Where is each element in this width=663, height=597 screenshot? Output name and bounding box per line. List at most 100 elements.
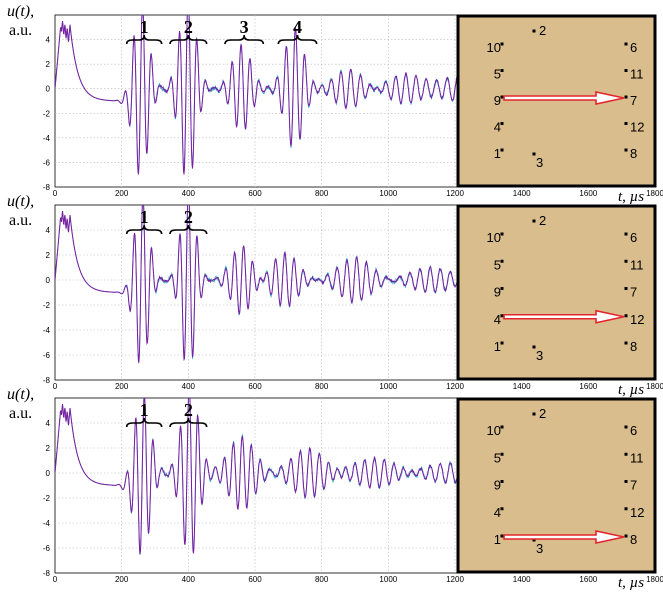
y-tick-label: 4 bbox=[46, 419, 51, 428]
sensor-label: 11 bbox=[630, 257, 644, 272]
y-tick-label: -4 bbox=[43, 326, 51, 335]
sensor-marker bbox=[624, 425, 628, 429]
sensor-marker bbox=[624, 69, 628, 72]
x-axis-label: t, µs bbox=[618, 575, 644, 591]
inset-background bbox=[456, 397, 657, 574]
x-tick-label: 1000 bbox=[379, 382, 397, 391]
sensor-label: 4 bbox=[494, 120, 501, 135]
y-tick-label: -6 bbox=[43, 351, 51, 360]
sensor-label: 1 bbox=[494, 532, 501, 547]
sensor-label: 10 bbox=[487, 423, 501, 438]
annotation-label: 2 bbox=[184, 207, 193, 227]
annotation-brace bbox=[169, 34, 208, 45]
sensor-label: 11 bbox=[630, 67, 644, 82]
annotation-brace bbox=[125, 224, 163, 235]
sensor-label: 11 bbox=[630, 450, 644, 465]
sensor-label: 10 bbox=[487, 40, 501, 55]
x-tick-label: 0 bbox=[53, 575, 58, 584]
x-tick-label: 800 bbox=[315, 189, 329, 198]
y-axis-unit: a.u. bbox=[9, 405, 32, 422]
sensor-label: 2 bbox=[539, 406, 546, 421]
annotation-brace bbox=[277, 34, 318, 45]
x-tick-label: 1800 bbox=[646, 382, 663, 391]
x-tick-label: 200 bbox=[115, 189, 129, 198]
annotation-label: 2 bbox=[184, 17, 193, 37]
sensor-marker bbox=[624, 122, 628, 125]
sensor-label: 7 bbox=[630, 285, 637, 300]
sensor-marker bbox=[500, 480, 504, 483]
signal-line-primary bbox=[55, 205, 499, 364]
sensor-marker bbox=[500, 287, 504, 290]
sensor-label: 3 bbox=[536, 155, 543, 170]
x-tick-label: 1200 bbox=[446, 382, 464, 391]
inset-background bbox=[456, 204, 657, 381]
x-tick-label: 1400 bbox=[513, 189, 531, 198]
sensor-inset: 2 10 5 9 4 1 3 6 11 7 12 8 bbox=[456, 397, 657, 574]
y-tick-label: -4 bbox=[43, 519, 51, 528]
sensor-marker bbox=[624, 148, 628, 152]
signal-lines bbox=[55, 205, 499, 364]
sensor-label: 7 bbox=[630, 93, 637, 108]
annotation-brace bbox=[125, 34, 163, 45]
x-tick-label: 1800 bbox=[646, 189, 663, 198]
sensor-marker bbox=[500, 341, 504, 345]
y-axis-unit: a.u. bbox=[9, 22, 32, 39]
sensor-marker bbox=[500, 122, 504, 125]
y-tick-label: 0 bbox=[46, 276, 51, 285]
x-tick-label: 1400 bbox=[513, 575, 531, 584]
x-tick-label: 200 bbox=[115, 382, 129, 391]
sensor-marker bbox=[624, 259, 628, 263]
sensor-label: 12 bbox=[630, 312, 644, 327]
sensor-marker bbox=[532, 538, 536, 542]
x-tick-label: 200 bbox=[115, 575, 129, 584]
sensor-label: 5 bbox=[494, 67, 501, 82]
sensor-marker bbox=[624, 232, 628, 236]
sensor-marker bbox=[500, 425, 504, 429]
sensor-marker bbox=[624, 452, 628, 456]
y-tick-label: -2 bbox=[43, 109, 51, 118]
x-tick-label: 1600 bbox=[579, 189, 597, 198]
inset-background bbox=[456, 14, 657, 188]
x-tick-label: 400 bbox=[182, 189, 196, 198]
sensor-label: 8 bbox=[630, 339, 637, 354]
y-tick-label: 2 bbox=[46, 60, 51, 69]
annotation-label: 4 bbox=[293, 17, 302, 37]
y-tick-label: 4 bbox=[46, 36, 51, 45]
sensor-label: 1 bbox=[494, 339, 501, 354]
y-tick-label: 4 bbox=[46, 226, 51, 235]
y-axis-label: u(t), bbox=[7, 3, 34, 20]
x-tick-label: 400 bbox=[182, 382, 196, 391]
y-tick-label: 2 bbox=[46, 251, 51, 260]
sensor-marker bbox=[624, 534, 628, 538]
y-axis-label: u(t), bbox=[7, 386, 34, 403]
sensor-marker bbox=[532, 412, 536, 416]
sensor-marker bbox=[532, 219, 536, 223]
sensor-label: 2 bbox=[539, 23, 546, 38]
x-tick-label: 400 bbox=[182, 575, 196, 584]
annotation-brace bbox=[125, 417, 163, 428]
annotation-brace bbox=[224, 34, 265, 45]
x-axis-label: t, µs bbox=[618, 382, 644, 398]
signal-line-primary bbox=[55, 398, 499, 555]
sensor-marker bbox=[500, 534, 504, 538]
annotation-label: 1 bbox=[140, 400, 149, 420]
sensor-label: 12 bbox=[630, 120, 644, 135]
y-tick-label: -8 bbox=[43, 183, 51, 192]
sensor-marker bbox=[500, 259, 504, 263]
y-tick-label: -2 bbox=[43, 301, 51, 310]
annotation-label: 1 bbox=[140, 207, 149, 227]
sensor-label: 3 bbox=[536, 348, 543, 363]
x-axis-label: t, µs bbox=[618, 189, 644, 205]
y-tick-label: 0 bbox=[46, 469, 51, 478]
sensor-marker bbox=[532, 345, 536, 349]
sensor-label: 9 bbox=[494, 478, 501, 493]
x-tick-label: 1400 bbox=[513, 382, 531, 391]
sensor-marker bbox=[624, 42, 628, 46]
sensor-label: 9 bbox=[494, 285, 501, 300]
y-axis-unit: a.u. bbox=[9, 212, 32, 229]
sensor-marker bbox=[624, 287, 628, 290]
annotation-label: 3 bbox=[240, 17, 249, 37]
sensor-marker bbox=[624, 341, 628, 345]
sensor-marker bbox=[500, 95, 504, 99]
